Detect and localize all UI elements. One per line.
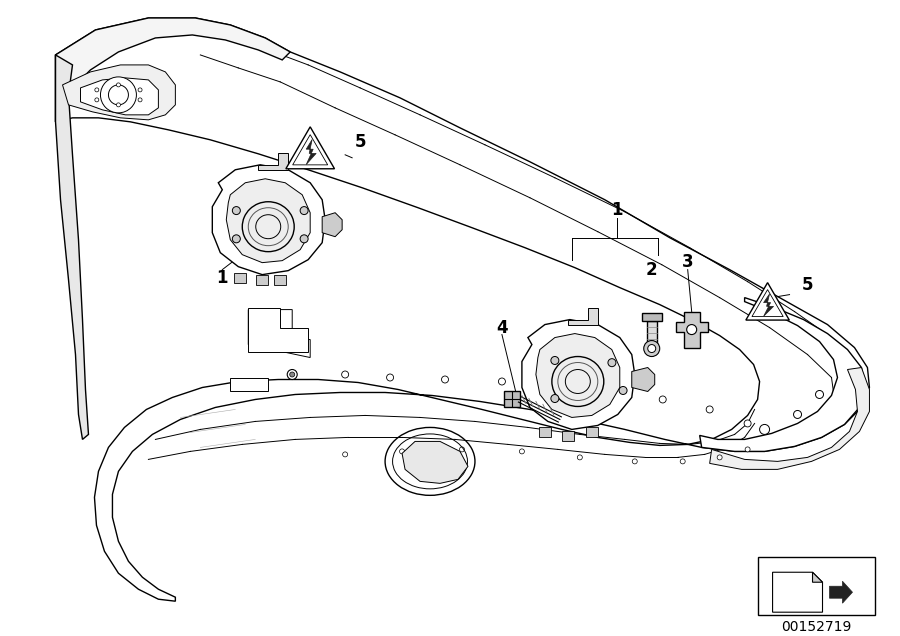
Circle shape [138,88,142,92]
Circle shape [760,424,770,434]
Circle shape [577,455,582,460]
Circle shape [101,77,137,113]
Circle shape [499,378,506,385]
Polygon shape [504,392,520,408]
Circle shape [554,383,562,390]
Circle shape [300,207,308,214]
Circle shape [300,235,308,243]
Circle shape [551,356,559,364]
Circle shape [717,455,722,460]
Polygon shape [763,294,774,316]
Circle shape [648,345,656,352]
Circle shape [608,359,616,367]
Circle shape [619,387,627,394]
Polygon shape [562,431,574,441]
Polygon shape [676,312,707,347]
Polygon shape [80,78,158,115]
Polygon shape [830,581,852,603]
Polygon shape [226,179,310,263]
Text: 00152719: 00152719 [781,620,851,634]
Circle shape [815,391,824,399]
Polygon shape [522,319,634,429]
Bar [758,557,876,615]
Circle shape [680,459,685,464]
Polygon shape [402,441,468,483]
Circle shape [343,452,347,457]
Circle shape [442,376,448,383]
Circle shape [342,371,348,378]
Circle shape [460,447,464,452]
Circle shape [644,340,660,357]
Text: 3: 3 [682,252,694,271]
Polygon shape [56,18,869,601]
Polygon shape [322,212,342,237]
Polygon shape [813,572,823,582]
Circle shape [519,449,525,454]
Polygon shape [539,427,551,438]
Polygon shape [248,308,308,352]
Polygon shape [212,165,325,275]
Circle shape [659,396,666,403]
Polygon shape [632,368,654,392]
Polygon shape [710,368,869,469]
Circle shape [287,370,297,380]
Circle shape [94,98,99,102]
Polygon shape [256,275,268,285]
Circle shape [94,88,99,92]
Text: 2: 2 [646,261,658,279]
Polygon shape [536,333,620,417]
Polygon shape [234,273,247,282]
Text: 5: 5 [802,275,814,294]
Polygon shape [699,298,866,452]
Polygon shape [772,572,823,612]
Polygon shape [248,310,310,357]
Polygon shape [258,153,288,170]
Circle shape [387,374,393,381]
Polygon shape [56,18,290,122]
Polygon shape [56,55,88,439]
Circle shape [551,394,559,403]
Polygon shape [647,321,657,349]
Circle shape [687,324,697,335]
Polygon shape [274,275,286,285]
Circle shape [794,410,802,418]
Polygon shape [230,378,268,392]
Circle shape [745,447,750,452]
Circle shape [109,85,129,105]
Text: 4: 4 [496,319,508,336]
Circle shape [138,98,142,102]
Circle shape [608,389,616,396]
Circle shape [232,207,240,214]
Circle shape [290,372,294,377]
Circle shape [232,235,240,243]
Polygon shape [306,139,316,165]
Circle shape [116,83,121,87]
Polygon shape [746,282,789,320]
Circle shape [116,103,121,107]
Polygon shape [62,65,176,120]
Polygon shape [586,427,598,438]
Circle shape [706,406,713,413]
Text: 1: 1 [611,201,623,219]
Text: 1: 1 [217,268,228,287]
Polygon shape [286,127,335,169]
Text: 5: 5 [355,133,366,151]
Polygon shape [642,312,662,321]
Polygon shape [568,308,598,324]
Circle shape [744,420,752,427]
Circle shape [400,449,405,454]
Circle shape [633,459,637,464]
